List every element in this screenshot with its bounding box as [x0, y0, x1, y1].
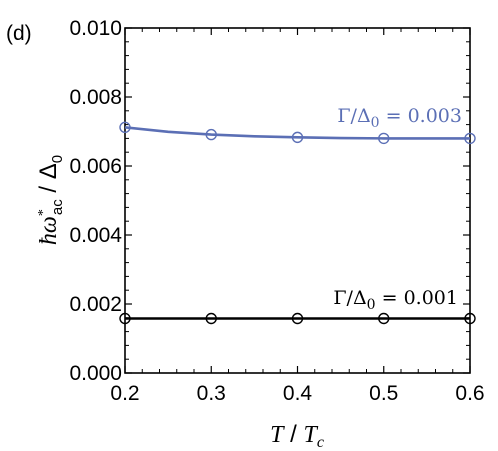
data-point-marker [378, 312, 390, 325]
series-label-black: Γ/Δ0 = 0.001 [333, 287, 458, 313]
y-tick-label: 0.010 [69, 17, 122, 40]
data-point-marker [464, 312, 476, 325]
data-point-marker [291, 131, 304, 144]
series-layer [119, 121, 476, 325]
y-axis-ticks: 0.000 0.002 0.004 0.006 0.008 0.010 [69, 17, 470, 385]
x-tick-label: 0.5 [369, 382, 398, 405]
x-tick-label: 0.3 [197, 382, 226, 405]
x-tick-label: 0.2 [110, 382, 139, 405]
series-line-0 [124, 126, 470, 140]
y-tick-label: 0.006 [69, 155, 122, 178]
data-point-marker [205, 312, 217, 325]
data-point-marker [205, 128, 217, 141]
x-tick-label: 0.6 [455, 382, 484, 405]
data-point-marker [119, 121, 131, 134]
x-tick-label: 0.4 [283, 382, 313, 405]
data-point-marker [378, 132, 390, 145]
y-tick-label: 0.000 [69, 362, 122, 385]
plot-frame [124, 27, 471, 374]
data-point-marker [291, 312, 304, 325]
panel-label: (d) [6, 22, 32, 45]
data-point-marker [464, 132, 476, 145]
x-axis-ticks: 0.2 0.3 0.4 0.5 0.6 [110, 28, 485, 405]
y-axis-title: ħω*ac / Δ0 [35, 155, 66, 245]
series-label-blue: Γ/Δ0 = 0.003 [337, 105, 462, 131]
y-tick-label: 0.002 [69, 293, 122, 316]
y-tick-label: 0.008 [69, 86, 122, 109]
x-axis-title: T / Tc [270, 421, 324, 451]
data-point-marker [119, 312, 131, 325]
y-tick-label: 0.004 [69, 224, 122, 247]
